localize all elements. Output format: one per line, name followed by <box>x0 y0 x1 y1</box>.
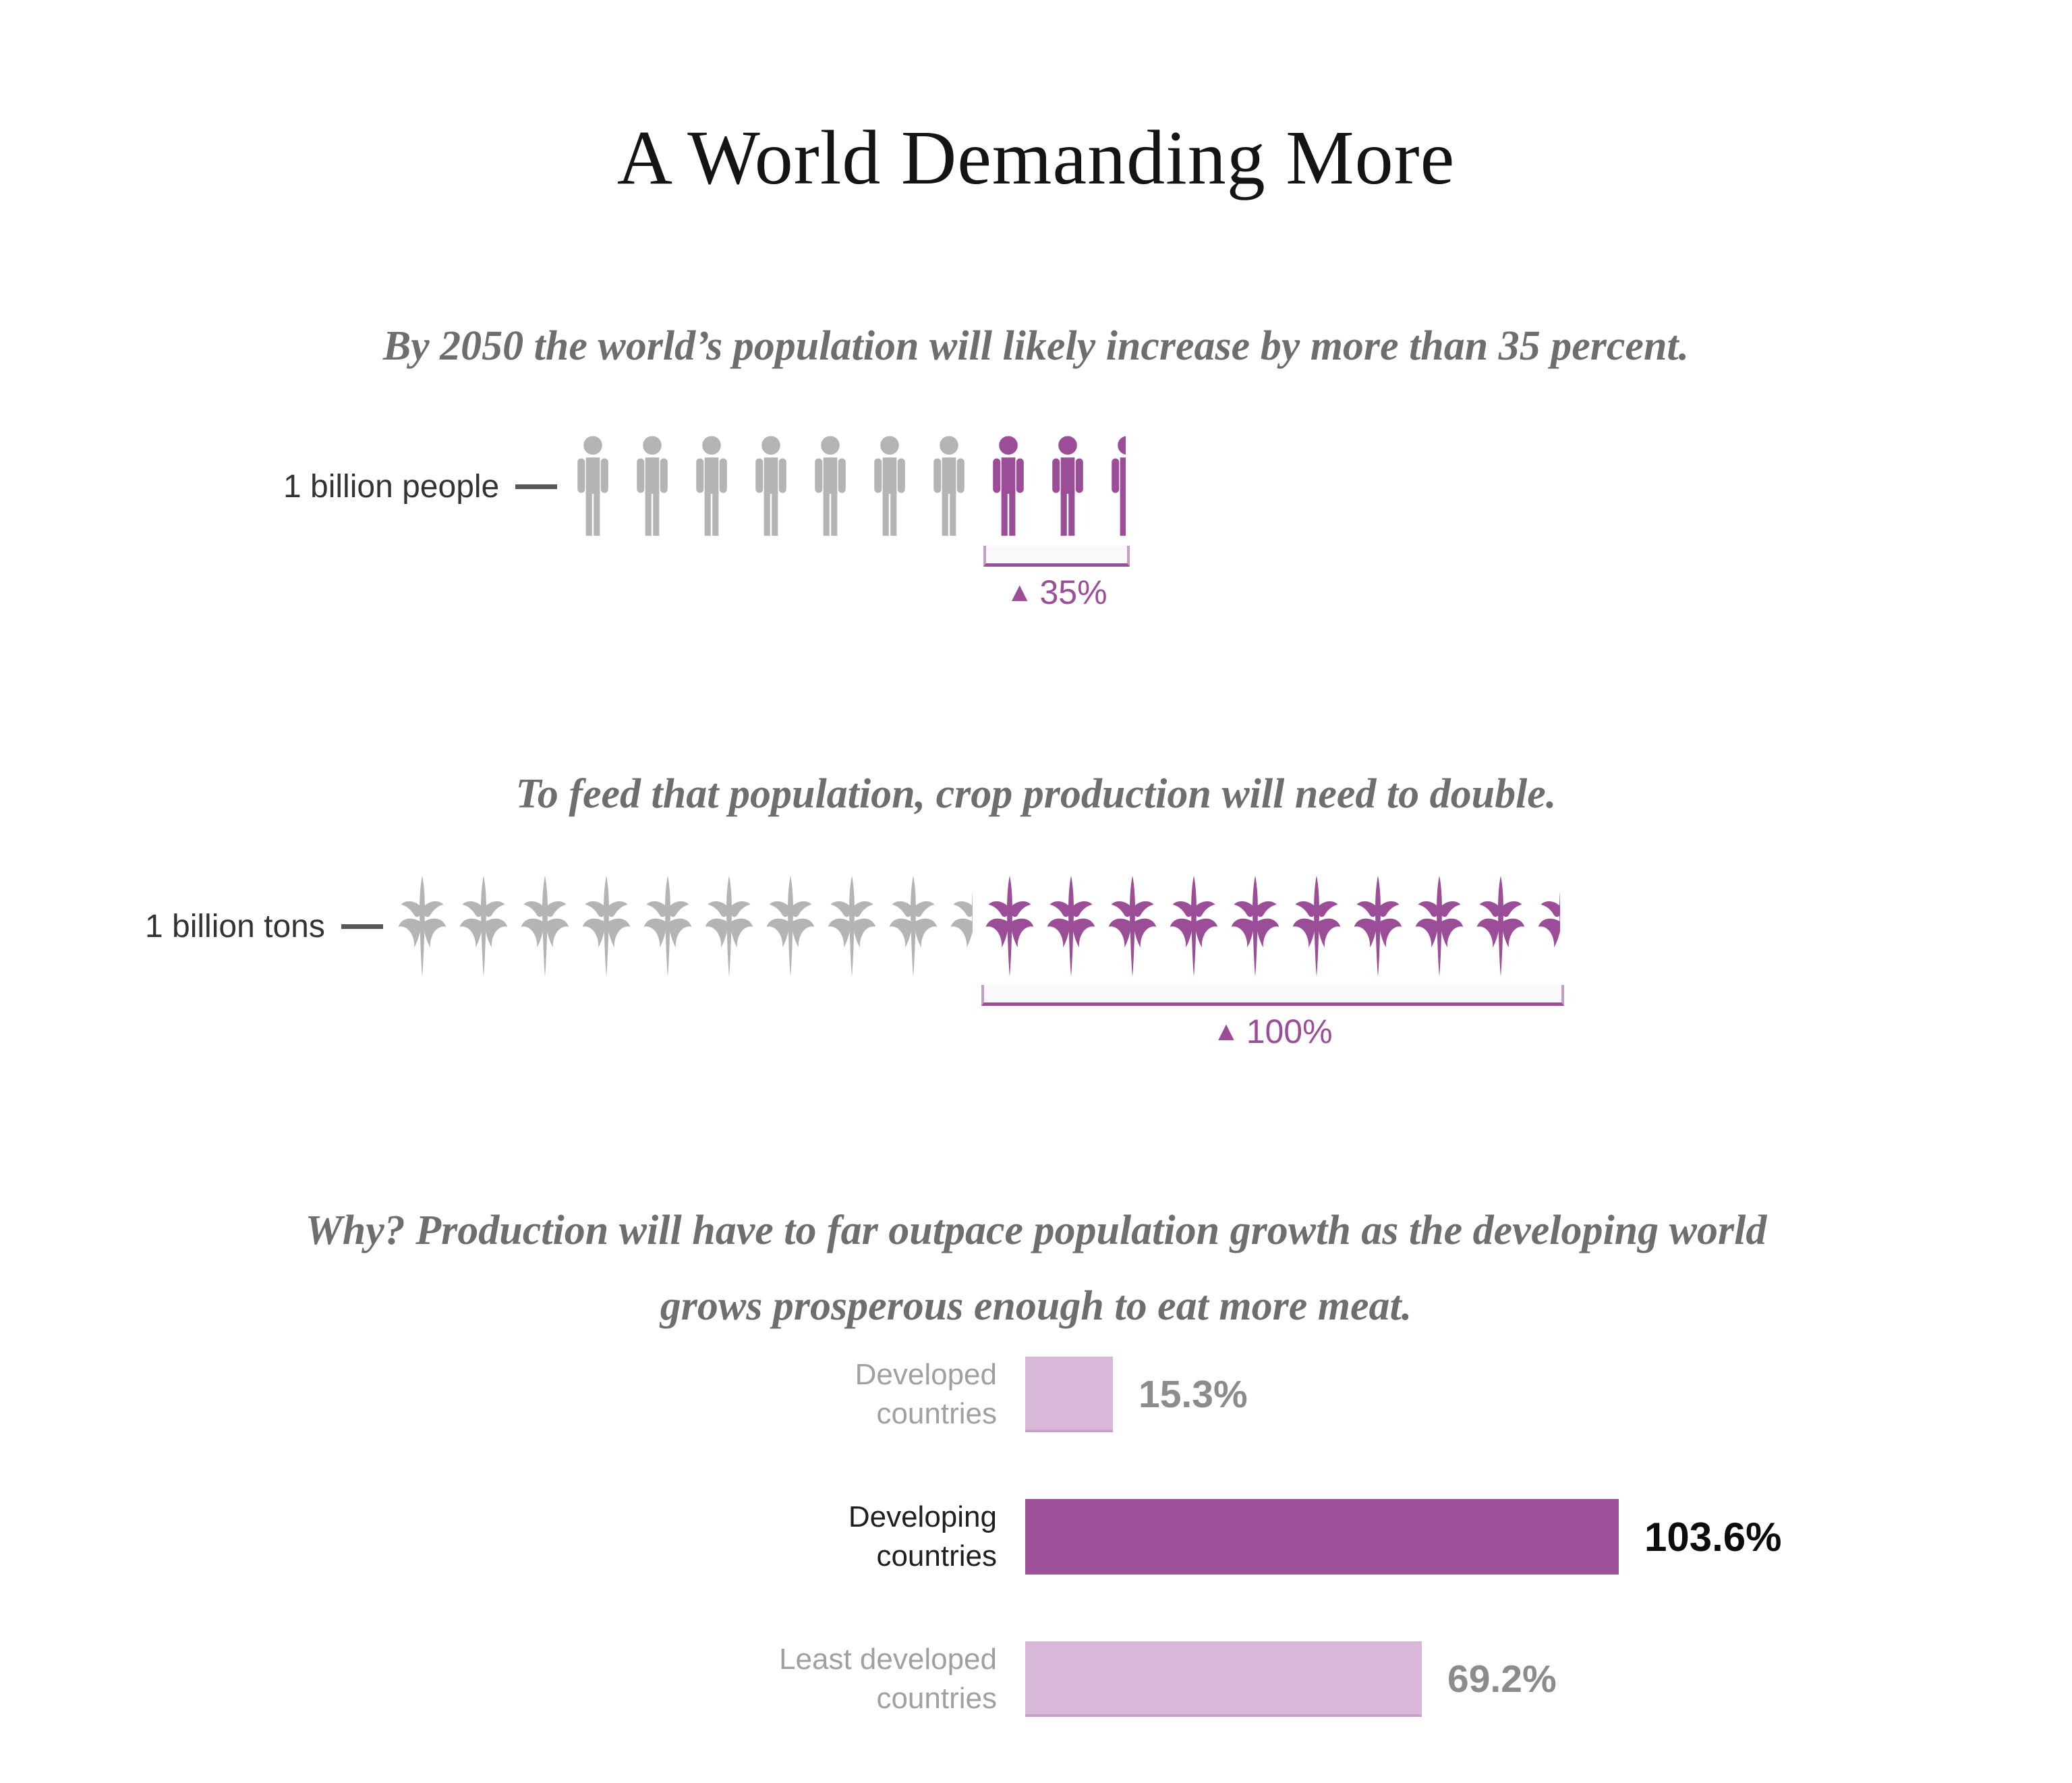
corn-plant-icon <box>1170 876 1218 977</box>
corn-plant-icon <box>643 876 692 977</box>
bar <box>1025 1641 1422 1717</box>
population-base-icons <box>572 435 970 538</box>
up-triangle-icon: ▲ <box>1213 1017 1240 1046</box>
population-increase-icons <box>987 435 1126 538</box>
corn-plant-icon-partial <box>1538 876 1560 977</box>
corn-plant-icon <box>459 876 508 977</box>
crops-pictograph: 1 billion tons ▲ 100% <box>145 876 1564 1050</box>
corn-plant-icon <box>766 876 815 977</box>
corn-plant-icon <box>521 876 569 977</box>
crops-base-icons <box>398 876 973 977</box>
corn-plant-icon <box>1231 876 1279 977</box>
corn-plant-icon <box>985 876 1034 977</box>
bar-value: 103.6% <box>1644 1514 1782 1560</box>
person-icon <box>691 435 732 538</box>
corn-plant-icon <box>582 876 631 977</box>
corn-plant-icon <box>1476 876 1525 977</box>
crops-increase-bracket <box>981 985 1564 1006</box>
crops-increase-annotation: ▲ 100% <box>981 1012 1564 1051</box>
person-icon <box>869 435 911 538</box>
person-icon-partial <box>1106 435 1126 538</box>
bar <box>1025 1499 1619 1575</box>
bar-row-least-developed-countries: Least developed countries 69.2% <box>0 1641 2072 1718</box>
crops-increase-value: 100% <box>1246 1013 1333 1050</box>
corn-plant-icon <box>1415 876 1464 977</box>
population-subtitle: By 2050 the world’s population will like… <box>382 323 1690 369</box>
bar-category-label: Developed countries <box>855 1358 997 1430</box>
bar-row-developed-countries: Developed countries 15.3% <box>0 1356 2072 1433</box>
population-unit-label: 1 billion people <box>283 468 500 505</box>
bar-value: 69.2% <box>1447 1658 1557 1701</box>
corn-plant-icon <box>1354 876 1402 977</box>
crops-increase-icons <box>985 876 1560 977</box>
label-connector-line <box>341 924 383 929</box>
corn-plant-icon <box>705 876 753 977</box>
corn-plant-icon <box>1047 876 1095 977</box>
bar-row-developing-countries: Developing countries 103.6% <box>0 1498 2072 1575</box>
crops-unit-label: 1 billion tons <box>145 908 325 944</box>
why-text-line2: grows prosperous enough to eat more meat… <box>660 1283 1412 1329</box>
population-increase-bracket <box>983 546 1130 567</box>
corn-plant-icon-partial <box>950 876 973 977</box>
person-icon <box>750 435 792 538</box>
population-increase-group: ▲ 35% <box>983 435 1130 611</box>
population-increase-value: 35% <box>1039 573 1107 611</box>
bar <box>1025 1357 1113 1432</box>
bar-value: 15.3% <box>1139 1373 1248 1416</box>
person-icon <box>809 435 851 538</box>
corn-plant-icon <box>1292 876 1341 977</box>
corn-plant-icon <box>889 876 938 977</box>
person-icon <box>572 435 614 538</box>
up-triangle-icon: ▲ <box>1006 577 1033 607</box>
corn-plant-icon <box>398 876 447 977</box>
crops-subtitle: To feed that population, crop production… <box>515 771 1557 817</box>
person-icon <box>631 435 673 538</box>
person-icon <box>987 435 1029 538</box>
bar-category-label: Developing countries <box>848 1500 997 1573</box>
label-connector-line <box>515 484 558 489</box>
population-pictograph: 1 billion people ▲ 35% <box>283 435 1130 611</box>
demand-growth-bar-chart: Developed countries 15.3% Developing countri… <box>0 1356 2072 1783</box>
page-title: A World Demanding More <box>616 115 1456 201</box>
person-icon <box>928 435 970 538</box>
corn-plant-icon <box>828 876 876 977</box>
person-icon <box>1047 435 1089 538</box>
bar-category-label: Least developed countries <box>779 1643 997 1715</box>
population-increase-annotation: ▲ 35% <box>983 573 1130 612</box>
why-text-line1: Why? Production will have to far outpace… <box>305 1208 1767 1253</box>
why-text: Why? Production will have to far outpace… <box>0 1193 2072 1344</box>
crops-increase-group: ▲ 100% <box>981 876 1564 1050</box>
corn-plant-icon <box>1108 876 1157 977</box>
